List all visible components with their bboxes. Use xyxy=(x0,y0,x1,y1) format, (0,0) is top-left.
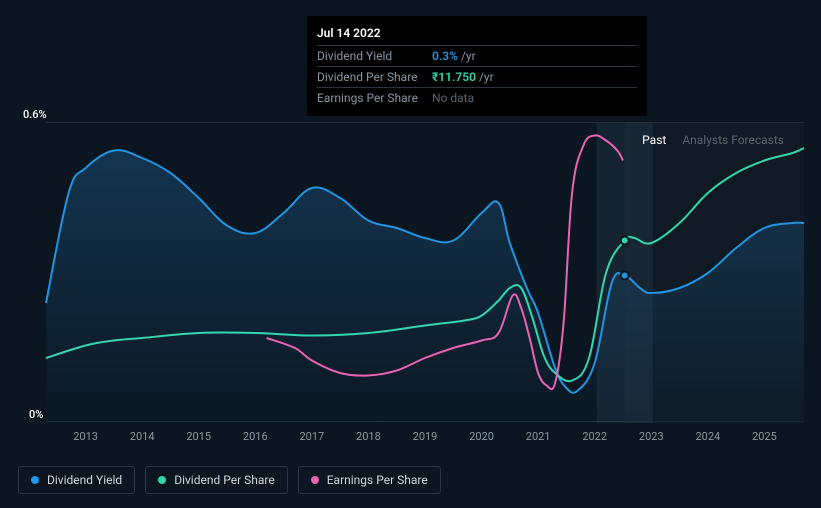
tooltip-row-unit: /yr xyxy=(461,49,476,63)
forecast-label: Analysts Forecasts xyxy=(682,133,784,147)
legend-item-label: Dividend Yield xyxy=(47,473,122,487)
chart-legend: Dividend Yield Dividend Per Share Earnin… xyxy=(18,466,441,494)
tooltip-row: Dividend Yield 0.3%/yr xyxy=(317,45,637,66)
x-tick-label: 2020 xyxy=(469,430,494,443)
past-label: Past xyxy=(642,133,666,147)
x-tick-label: 2017 xyxy=(299,430,324,443)
x-tick-label: 2025 xyxy=(752,430,777,443)
chart-plot-area[interactable]: Past Analysts Forecasts xyxy=(46,122,804,422)
x-tick-label: 2015 xyxy=(186,430,211,443)
tooltip-row-label: Dividend Yield xyxy=(317,49,432,63)
x-tick-label: 2016 xyxy=(243,430,268,443)
legend-dot-icon xyxy=(311,476,319,484)
legend-earnings-per-share[interactable]: Earnings Per Share xyxy=(298,466,441,494)
y-axis-min-label: 0% xyxy=(29,408,43,421)
tooltip-row-label: Dividend Per Share xyxy=(317,70,432,84)
dividend-chart[interactable]: 0.6% 0% Past Analysts Forecasts 2013 2014… xyxy=(0,100,821,460)
tooltip-date: Jul 14 2022 xyxy=(317,24,637,45)
x-tick-label: 2024 xyxy=(695,430,720,443)
legend-item-label: Earnings Per Share xyxy=(327,473,428,487)
dps-marker xyxy=(621,237,629,245)
legend-dividend-per-share[interactable]: Dividend Per Share xyxy=(145,466,288,494)
x-tick-label: 2018 xyxy=(356,430,381,443)
x-tick-label: 2013 xyxy=(73,430,98,443)
x-tick-label: 2021 xyxy=(526,430,551,443)
x-tick-label: 2023 xyxy=(639,430,664,443)
legend-dividend-yield[interactable]: Dividend Yield xyxy=(18,466,135,494)
tooltip-row-unit: /yr xyxy=(479,70,494,84)
legend-item-label: Dividend Per Share xyxy=(174,473,275,487)
y-axis-max-label: 0.6% xyxy=(23,108,47,121)
x-tick-label: 2014 xyxy=(130,430,155,443)
x-tick-label: 2022 xyxy=(582,430,607,443)
dy-marker xyxy=(621,272,629,280)
legend-dot-icon xyxy=(31,476,39,484)
tooltip-row-value: ₹11.750 xyxy=(432,70,476,84)
chart-svg xyxy=(46,123,804,423)
legend-dot-icon xyxy=(158,476,166,484)
past-forecast-labels: Past Analysts Forecasts xyxy=(642,133,784,147)
tooltip-row: Dividend Per Share ₹11.750/yr xyxy=(317,66,637,87)
tooltip-row-value: 0.3% xyxy=(432,49,458,63)
x-tick-label: 2019 xyxy=(413,430,438,443)
